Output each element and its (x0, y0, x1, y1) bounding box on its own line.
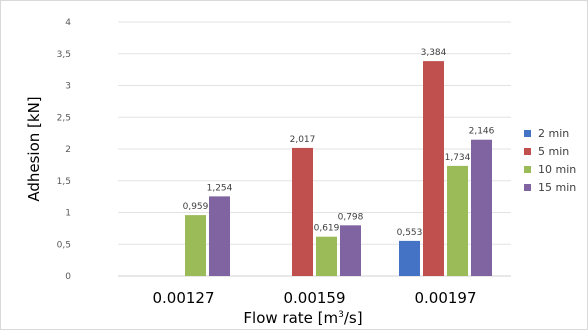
data-label: 2,146 (469, 127, 495, 137)
x-axis-title: Flow rate [m3/s] (243, 309, 362, 327)
legend-label: 10 min (538, 163, 576, 176)
data-label: 0,619 (314, 224, 340, 234)
x-category-label: 0.00127 (152, 289, 214, 307)
bar (423, 61, 444, 277)
legend-swatch (524, 148, 531, 155)
y-axis-title: Adhesion [kN] (25, 96, 43, 201)
legend-label: 5 min (538, 145, 569, 158)
y-tick-label: 0 (65, 272, 71, 282)
data-labels: 0,959 1,254 2,017 0,619 0,798 0,553 3,384 1,734… (183, 48, 495, 238)
y-tick-label: 4 (65, 18, 71, 28)
data-label: 1,254 (207, 183, 233, 193)
y-tick-label: 0,5 (57, 240, 71, 250)
gridlines (118, 21, 511, 277)
x-axis-title-sup: 3 (338, 310, 344, 320)
legend: 2 min 5 min 10 min 15 min (524, 127, 576, 194)
y-tick-label: 1 (65, 209, 71, 219)
y-tick-label: 2,5 (57, 113, 71, 123)
y-axis-ticks: 0 0,5 1 1,5 2 2,5 3 3,5 4 (57, 18, 72, 282)
bar (399, 240, 420, 276)
data-label: 0,798 (338, 212, 364, 222)
legend-swatch (524, 166, 531, 173)
data-label: 0,553 (397, 228, 423, 238)
x-category-label: 0.00197 (414, 289, 476, 307)
x-axis-title-suffix: /s] (344, 309, 363, 327)
data-label: 2,017 (290, 135, 316, 145)
y-tick-label: 1,5 (57, 177, 71, 187)
y-tick-label: 3 (65, 82, 71, 92)
x-axis-title-prefix: Flow rate [m (243, 309, 338, 327)
bar (209, 196, 230, 276)
legend-label: 2 min (538, 127, 569, 140)
bar (316, 236, 337, 276)
x-category-label: 0.00159 (283, 289, 345, 307)
legend-label: 15 min (538, 181, 576, 194)
bar (471, 139, 492, 276)
x-axis-categories: 0.00127 0.00159 0.00197 (152, 289, 476, 307)
legend-swatch (524, 130, 531, 137)
data-label: 1,734 (445, 153, 471, 163)
data-label: 0,959 (183, 202, 209, 212)
bar (185, 215, 206, 276)
bars (185, 61, 492, 277)
bar (447, 165, 468, 276)
y-tick-label: 2 (65, 145, 71, 155)
bar (292, 147, 313, 276)
legend-swatch (524, 184, 531, 191)
y-tick-label: 3,5 (57, 50, 71, 60)
data-label: 3,384 (421, 48, 447, 58)
bar (340, 225, 361, 276)
